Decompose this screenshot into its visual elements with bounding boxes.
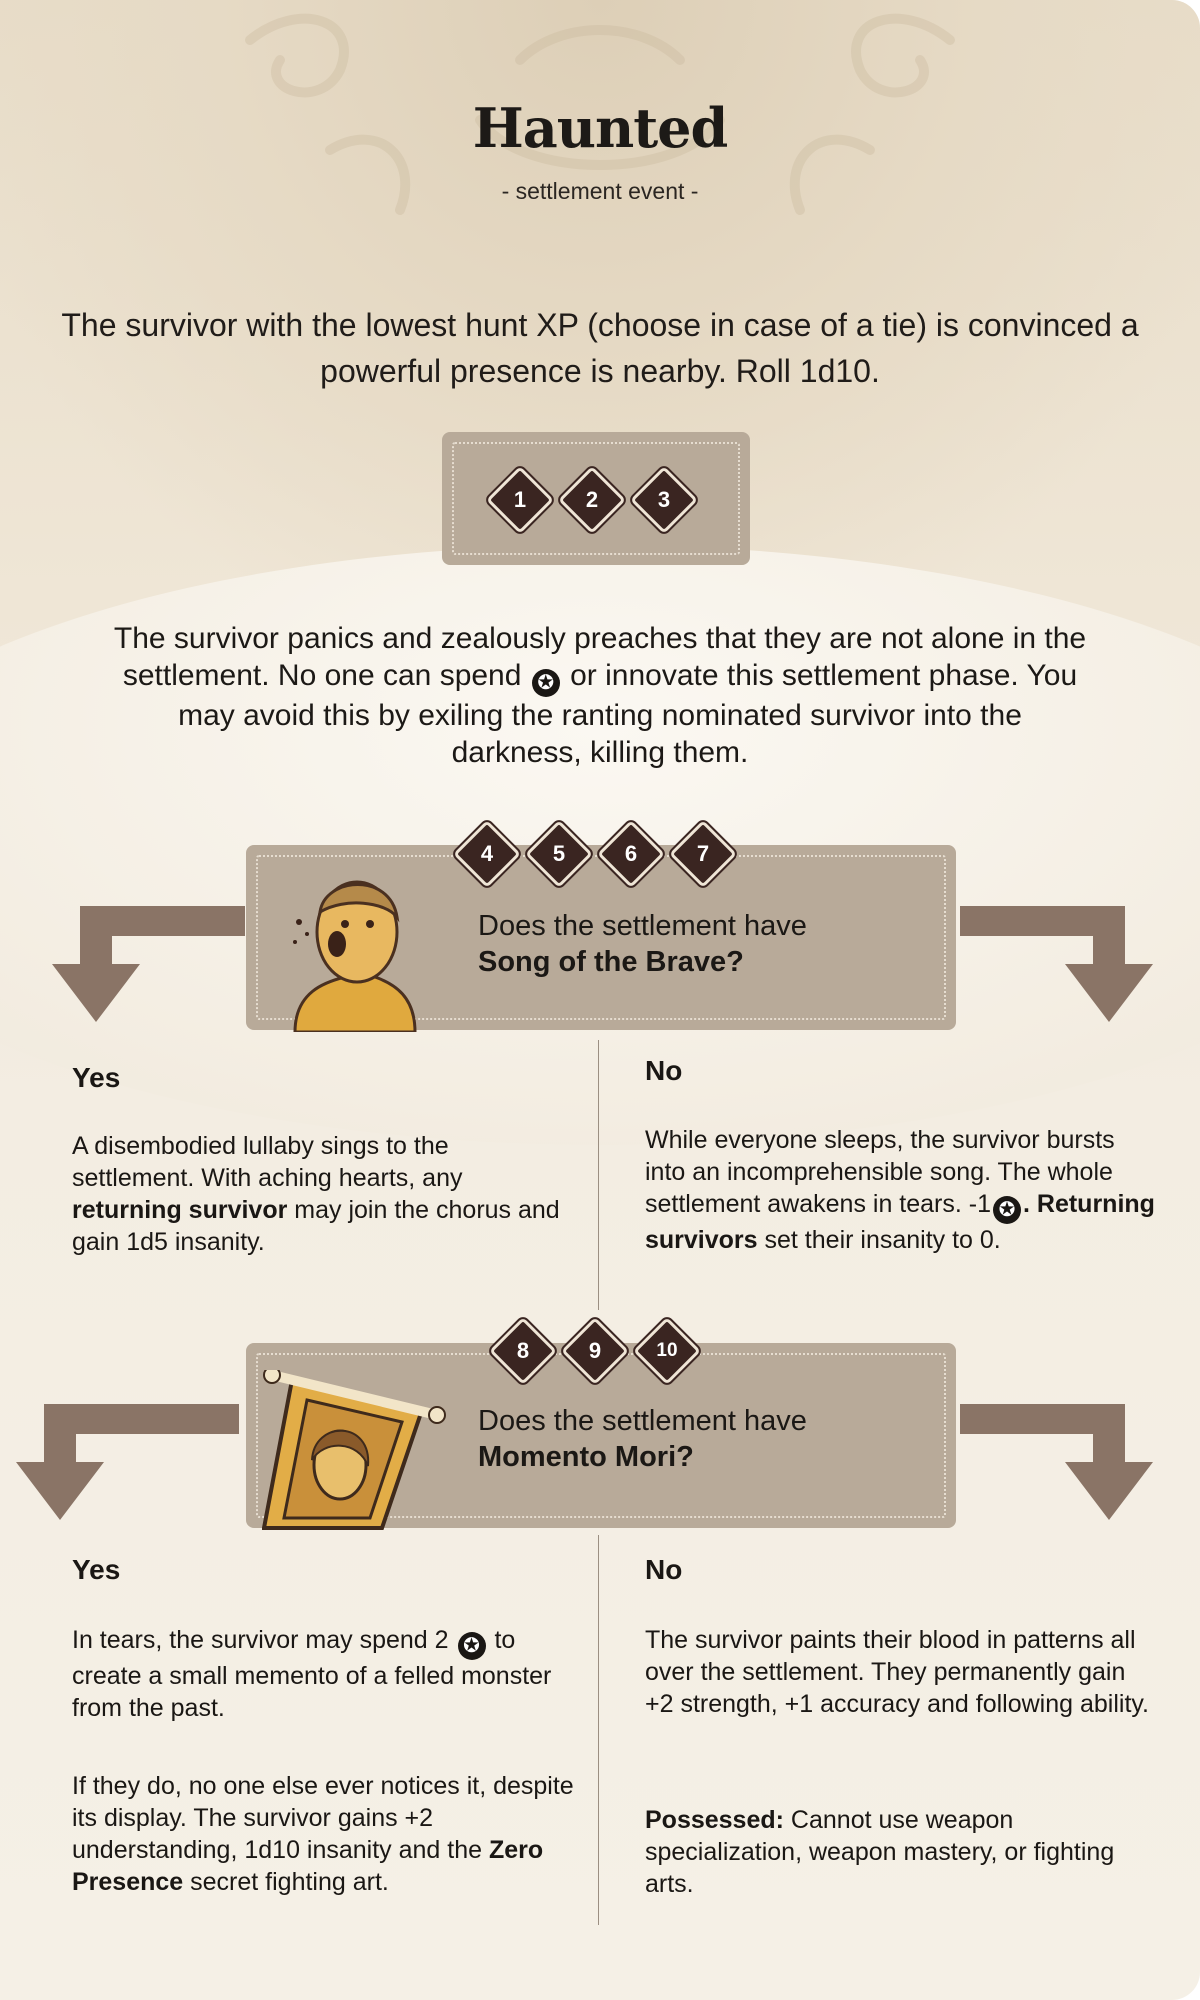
no-text-a: The survivor paints their blood in patte… bbox=[645, 1626, 1149, 1718]
question-bold: Momento Mori? bbox=[478, 1441, 694, 1473]
roll-1-3-text-b: or innovate this settlement phase. You m… bbox=[178, 659, 1078, 769]
intro-text: The survivor with the lowest hunt XP (ch… bbox=[61, 307, 1139, 389]
question-text: Does the settlement have bbox=[478, 910, 807, 942]
roll-1-3-text: The survivor panics and zealously preach… bbox=[110, 620, 1090, 771]
yes-text-a: In tears, the survivor may spend 2 bbox=[72, 1626, 449, 1654]
roll-number-label: 5 bbox=[552, 841, 566, 866]
roll-number-label: 3 bbox=[657, 487, 671, 512]
question-text: Does the settlement have bbox=[478, 1405, 807, 1437]
no-bold-label: Possessed: bbox=[645, 1806, 784, 1834]
card-title: Haunted bbox=[472, 96, 729, 160]
yes-text-d: secret fighting art. bbox=[190, 1868, 389, 1896]
left-arrow-icon bbox=[16, 1404, 239, 1520]
no-text-2: Possessed: Cannot use weapon specializat… bbox=[645, 1804, 1155, 1900]
card-subtitle: - settlement event - bbox=[501, 178, 699, 204]
yes-text-a: A disembodied lullaby sings to the settl… bbox=[72, 1132, 463, 1192]
no-text-bold: . Returning survivors bbox=[645, 1190, 1155, 1254]
screaming-survivor-portrait bbox=[293, 880, 417, 1032]
framed-portrait-bones bbox=[262, 1370, 446, 1530]
roll-number-label: 6 bbox=[624, 841, 638, 866]
star-icon: ✪ bbox=[457, 1632, 486, 1660]
yes-text: A disembodied lullaby sings to the settl… bbox=[72, 1130, 572, 1258]
roll-number-label: 4 bbox=[480, 841, 494, 866]
no-text: While everyone sleeps, the survivor burs… bbox=[645, 1124, 1155, 1256]
yes-text-bold: Zero Presence bbox=[72, 1836, 544, 1896]
question-8-10: Does the settlement have Momento Mori? bbox=[478, 1403, 898, 1475]
roll-number-label: 1 bbox=[513, 487, 527, 512]
no-label: No bbox=[645, 1554, 683, 1585]
yes-text: In tears, the survivor may spend 2 ✪ to … bbox=[72, 1624, 582, 1724]
roll-number-label: 10 bbox=[656, 1340, 678, 1361]
right-arrow-icon bbox=[960, 906, 1153, 1022]
yes-text-2: If they do, no one else ever notices it,… bbox=[72, 1770, 582, 1898]
column-divider bbox=[598, 1040, 599, 1310]
roll-number-label: 7 bbox=[696, 841, 710, 866]
ornament-decoration bbox=[245, 13, 955, 215]
yes-text-b: may join the chorus and gain 1d5 insanit… bbox=[72, 1196, 560, 1256]
column-divider bbox=[598, 1535, 599, 1925]
no-text-a: While everyone sleeps, the survivor burs… bbox=[645, 1126, 1115, 1218]
right-arrow-icon bbox=[960, 1404, 1153, 1520]
roll-number-label: 9 bbox=[588, 1338, 602, 1363]
question-bold: Song of the Brave? bbox=[478, 946, 744, 978]
roll-number-label: 2 bbox=[585, 487, 599, 512]
yes-label: Yes bbox=[72, 1554, 121, 1585]
question-4-7: Does the settlement have Song of the Bra… bbox=[478, 908, 898, 980]
no-text-b: set their insanity to 0. bbox=[764, 1226, 1001, 1254]
no-text: The survivor paints their blood in patte… bbox=[645, 1624, 1155, 1720]
star-icon: ✪ bbox=[531, 669, 560, 697]
yes-text-c: If they do, no one else ever notices it,… bbox=[72, 1772, 574, 1864]
roll-box-border bbox=[452, 442, 740, 555]
no-label: No bbox=[645, 1055, 683, 1086]
star-icon: ✪ bbox=[993, 1196, 1021, 1224]
left-arrow-icon bbox=[52, 906, 245, 1022]
roll-1-3-text-a: The survivor panics and zealously preach… bbox=[113, 622, 1087, 692]
roll-number-label: 8 bbox=[516, 1338, 530, 1363]
yes-text-bold: returning survivor bbox=[72, 1196, 288, 1224]
no-text-b: Cannot use weapon specialization, weapon… bbox=[645, 1806, 1115, 1898]
yes-label: Yes bbox=[72, 1062, 121, 1093]
yes-text-b: to create a small memento of a felled mo… bbox=[72, 1626, 552, 1722]
